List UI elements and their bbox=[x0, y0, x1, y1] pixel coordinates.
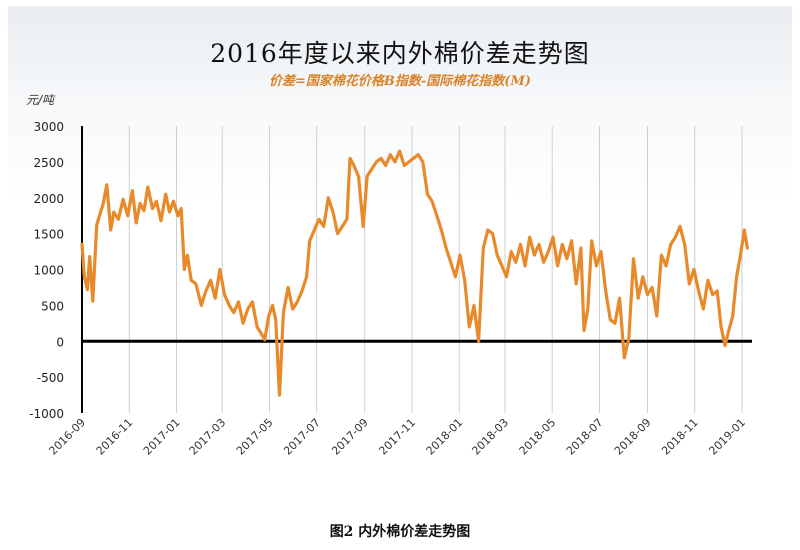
x-tick-labels: 2016-09 2016-11 2017-01 2017-03 2017-05 2017-… bbox=[46, 416, 748, 458]
figure-caption: 图2 内外棉价差走势图 bbox=[329, 524, 471, 540]
x-tick-label: 2018-11 bbox=[659, 416, 701, 458]
axes bbox=[81, 126, 752, 413]
chart-subtitle: 价差=国家棉花价格B指数-国际棉花指数(M) bbox=[269, 74, 531, 89]
x-tick-label: 2017-11 bbox=[376, 416, 418, 458]
x-tick-label: 2018-05 bbox=[517, 416, 559, 458]
y-tick-label: 0 bbox=[56, 335, 64, 349]
x-tick-label: 2017-07 bbox=[281, 416, 323, 458]
y-tick-label: 2500 bbox=[33, 156, 64, 170]
x-tick-label: 2016-11 bbox=[94, 416, 136, 458]
x-tick-label: 2018-03 bbox=[469, 416, 511, 458]
y-tick-label: 1500 bbox=[33, 228, 64, 242]
x-tick-label: 2017-05 bbox=[234, 416, 276, 458]
y-tick-label: 2000 bbox=[33, 192, 64, 206]
x-tick-label: 2018-07 bbox=[564, 416, 606, 458]
y-tick-label: 1000 bbox=[33, 264, 64, 278]
y-tick-label: 500 bbox=[41, 299, 64, 313]
x-tick-label: 2019-01 bbox=[706, 416, 748, 458]
series-line bbox=[80, 149, 750, 397]
y-tick-label: -500 bbox=[37, 371, 64, 385]
series-layer bbox=[80, 149, 750, 397]
y-tick-label: 3000 bbox=[33, 120, 64, 134]
x-tick-label: 2017-03 bbox=[187, 416, 229, 458]
x-tick-label: 2017-01 bbox=[141, 416, 183, 458]
chart-title: 2016年度以来内外棉价差走势图 bbox=[210, 39, 590, 68]
x-tick-label: 2018-01 bbox=[424, 416, 466, 458]
x-tick-label: 2018-09 bbox=[612, 416, 654, 458]
y-tick-label: -1000 bbox=[29, 407, 64, 421]
x-tick-label: 2017-09 bbox=[329, 416, 371, 458]
x-tick-label: 2016-09 bbox=[46, 416, 88, 458]
y-axis-unit-label: 元/吨 bbox=[26, 93, 55, 107]
y-tick-labels: 3000 2500 2000 1500 1000 500 0 -500 -1000 bbox=[29, 120, 64, 421]
